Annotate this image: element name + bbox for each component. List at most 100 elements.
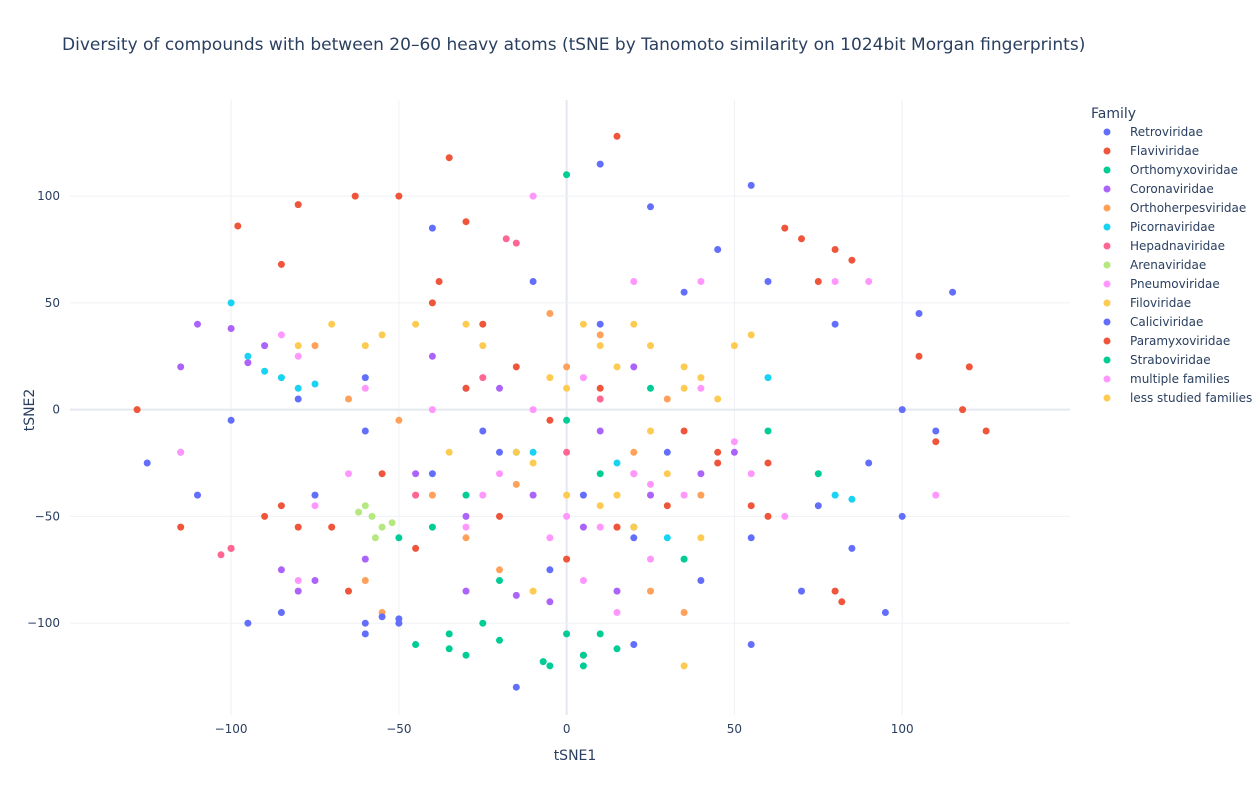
data-point	[512, 363, 520, 371]
data-point	[395, 192, 403, 200]
legend-item[interactable]: Coronaviridae	[1103, 182, 1214, 196]
legend-marker	[1103, 185, 1111, 193]
data-point	[563, 491, 571, 499]
data-point	[596, 523, 604, 531]
data-point	[529, 459, 537, 467]
data-point	[512, 448, 520, 456]
data-point	[277, 502, 285, 510]
data-point	[630, 641, 638, 648]
data-point	[613, 132, 621, 140]
data-point	[529, 192, 537, 200]
legend-item[interactable]: Paramyxoviridae	[1103, 334, 1231, 348]
x-tick-label: −100	[215, 722, 248, 736]
data-point	[496, 384, 503, 392]
data-point	[355, 508, 363, 516]
data-point	[546, 416, 554, 424]
legend-item[interactable]: Filoviridae	[1103, 296, 1192, 310]
data-point	[563, 171, 571, 179]
legend-item[interactable]: Orthoherpesviridae	[1103, 201, 1247, 215]
data-point	[982, 427, 990, 435]
series-3	[177, 320, 738, 606]
legend-marker	[1103, 128, 1111, 136]
data-point	[388, 519, 396, 527]
legend-label: Pneumoviridae	[1130, 277, 1220, 291]
data-point	[462, 512, 470, 520]
data-point	[445, 154, 453, 162]
x-axis-title: tSNE1	[554, 748, 597, 764]
data-point	[764, 374, 772, 382]
data-point	[217, 551, 225, 559]
series-12	[395, 534, 621, 670]
data-point	[294, 384, 302, 392]
data-point	[563, 512, 571, 520]
data-point	[563, 630, 571, 638]
data-point	[663, 534, 671, 542]
data-point	[428, 491, 436, 499]
data-point	[529, 278, 537, 285]
data-point	[949, 288, 957, 296]
legend-label: Filoviridae	[1130, 296, 1191, 310]
data-point	[798, 235, 805, 243]
data-point	[479, 427, 487, 435]
data-point	[294, 395, 302, 403]
data-point	[462, 218, 470, 226]
data-point	[462, 384, 470, 392]
data-point	[932, 491, 940, 499]
data-point	[311, 380, 319, 388]
legend-item[interactable]: Pneumoviridae	[1103, 277, 1220, 291]
data-point	[747, 331, 755, 339]
data-point	[445, 448, 453, 456]
legend-item[interactable]: Arenaviridae	[1103, 258, 1207, 272]
data-point	[512, 480, 520, 488]
data-point	[546, 374, 554, 382]
data-point	[596, 331, 604, 339]
data-point	[697, 384, 705, 392]
legend-label: Retroviridae	[1130, 125, 1203, 139]
legend-item[interactable]: multiple families	[1103, 372, 1230, 386]
legend-marker	[1103, 356, 1111, 364]
data-point	[345, 395, 352, 403]
data-point	[412, 470, 420, 478]
data-point	[579, 320, 587, 328]
data-point	[395, 416, 403, 424]
legend: Family Retroviridae Flaviviridae Orthomyxo…	[1091, 106, 1252, 405]
legend-item[interactable]: Orthomyxoviridae	[1103, 163, 1238, 177]
data-point	[496, 448, 503, 456]
data-point	[311, 491, 319, 499]
data-point	[227, 544, 235, 552]
legend-item[interactable]: Flaviviridae	[1103, 144, 1200, 158]
data-point	[613, 645, 621, 653]
data-point	[294, 201, 302, 209]
legend-item[interactable]: Picornaviridae	[1103, 220, 1215, 234]
data-point	[395, 534, 403, 542]
legend-item[interactable]: Retroviridae	[1103, 125, 1203, 139]
data-point	[697, 278, 705, 285]
data-point	[680, 288, 688, 296]
data-point	[730, 448, 738, 456]
legend-item[interactable]: Straboviridae	[1103, 353, 1211, 367]
series-6	[217, 235, 604, 559]
legend-item[interactable]: Hepadnaviridae	[1103, 239, 1226, 253]
data-point	[361, 342, 369, 350]
data-point	[479, 342, 487, 350]
x-axis-ticks: −100 −50 0 50 100	[215, 722, 914, 736]
data-point	[764, 427, 772, 435]
series-13	[277, 278, 789, 616]
legend-item[interactable]: less studied families	[1103, 391, 1253, 405]
legend-item[interactable]: Caliciviridae	[1103, 315, 1204, 329]
data-point	[428, 299, 436, 307]
data-point	[361, 502, 369, 510]
data-point	[345, 587, 352, 595]
data-point	[680, 555, 688, 563]
data-point	[747, 470, 755, 478]
data-point	[194, 491, 201, 499]
data-point	[814, 278, 822, 285]
data-point	[848, 544, 856, 552]
data-point	[663, 448, 671, 456]
data-point	[613, 491, 621, 499]
data-point	[378, 331, 386, 339]
data-point	[277, 260, 285, 268]
data-point	[277, 566, 285, 574]
series-7	[355, 502, 396, 542]
data-point	[428, 406, 436, 414]
